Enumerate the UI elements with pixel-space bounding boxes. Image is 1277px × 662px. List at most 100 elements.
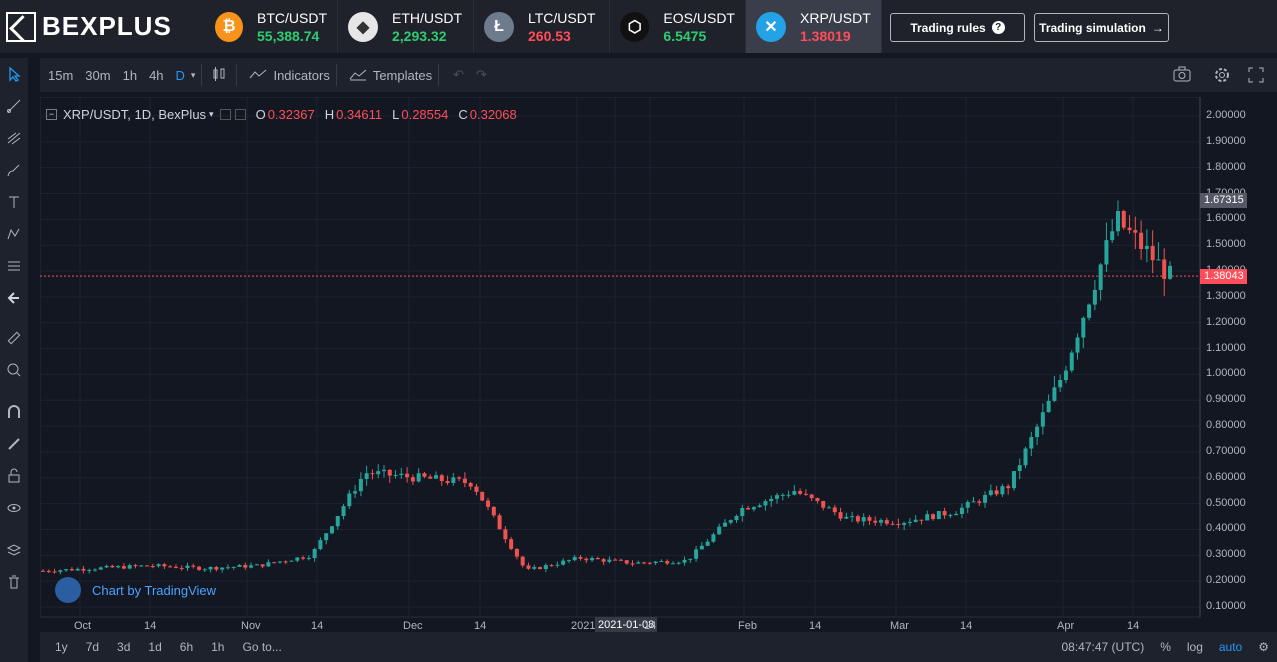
clock-time[interactable]: 08:47:47 (UTC) <box>1061 640 1145 654</box>
range-1h[interactable]: 1h <box>211 640 225 654</box>
redo-icon[interactable]: ↷ <box>475 67 487 82</box>
low-value: 0.28554 <box>401 107 449 122</box>
chevron-down-icon[interactable]: ▾ <box>190 69 196 80</box>
time-axis[interactable]: Oct 14 Nov 14 Dec 14 2021 2021-01-08 14 Feb 14 Mar 1… <box>40 617 1200 637</box>
cursor-icon[interactable] <box>0 58 28 90</box>
time-label: 14 <box>644 620 657 632</box>
ticker-symbol: XRP/USDT <box>800 9 871 26</box>
chevron-down-icon[interactable]: ▾ <box>209 109 214 119</box>
candle-body <box>1023 448 1028 466</box>
candle-body <box>936 511 941 520</box>
candle-body <box>1052 387 1057 401</box>
drawing-toolbar <box>0 58 28 662</box>
ticker-eos[interactable]: ⬡ EOS/USDT 6.5475 <box>610 0 746 53</box>
indicators-button[interactable]: Indicators <box>273 67 330 83</box>
ticker-ltc[interactable]: Ł LTC/USDT 260.53 <box>474 0 610 53</box>
divider <box>438 64 440 86</box>
trash-icon[interactable] <box>0 566 28 598</box>
range-1d[interactable]: 1d <box>148 640 162 654</box>
text-icon[interactable] <box>0 186 28 218</box>
candle-body <box>584 558 589 561</box>
tradingview-badge[interactable]: Chart by TradingView <box>55 577 216 603</box>
price-tag-upper: 1.67315 <box>1200 193 1247 209</box>
eye-icon[interactable] <box>0 492 28 524</box>
candle-body <box>590 558 595 561</box>
candle-body <box>977 501 982 503</box>
candle-body <box>150 566 155 568</box>
fib-icon[interactable] <box>0 122 28 154</box>
candle-body <box>457 477 462 479</box>
percent-toggle[interactable]: % <box>1160 640 1171 654</box>
range-6h[interactable]: 6h <box>179 640 194 654</box>
price-chart[interactable] <box>40 97 1277 637</box>
candle-body <box>1168 265 1172 279</box>
undo-icon[interactable]: ↶ <box>453 67 464 82</box>
gear-icon[interactable]: ⚙ <box>1258 640 1269 654</box>
price-scale[interactable]: 2.000001.900001.800001.700001.600001.500… <box>1200 97 1277 617</box>
range-3d[interactable]: 3d <box>117 640 131 654</box>
ticker-btc[interactable]: ₿ BTC/USDT 55,388.74 <box>205 0 338 53</box>
candle-body <box>393 475 398 477</box>
settings-small-icon[interactable] <box>219 109 231 120</box>
trading-rules-button[interactable]: Trading rules ? <box>890 13 1025 42</box>
candle-body <box>774 495 779 499</box>
range-1y[interactable]: 1y <box>55 640 68 654</box>
timeframe-30m[interactable]: 30m <box>85 67 111 83</box>
candle-body <box>370 473 375 475</box>
bexplus-logo[interactable]: BEXPLUS <box>0 0 205 53</box>
trading-simulation-button[interactable]: Trading simulation → <box>1034 13 1169 42</box>
indicators-icon[interactable] <box>243 68 273 83</box>
timeframe-d[interactable]: D <box>175 67 185 83</box>
timeframe-15m[interactable]: 15m <box>48 67 74 83</box>
back-arrow-icon[interactable] <box>0 282 28 314</box>
templates-button[interactable]: Templates <box>372 67 433 83</box>
candle-body <box>168 566 173 568</box>
candle-body <box>329 526 334 534</box>
candle-body <box>954 513 959 516</box>
prediction-icon[interactable] <box>0 250 28 282</box>
lock-icon[interactable] <box>0 460 28 492</box>
price-label: 0.50000 <box>1206 496 1246 509</box>
candle-body <box>1046 400 1051 413</box>
candle-body <box>289 560 294 562</box>
magnet-icon[interactable] <box>0 396 28 428</box>
candle-body <box>387 469 392 476</box>
candle-body <box>312 549 317 559</box>
range-7d[interactable]: 7d <box>85 640 100 654</box>
brush-icon[interactable] <box>0 154 28 186</box>
ticker-eth[interactable]: ◆ ETH/USDT 2,293.32 <box>338 0 474 53</box>
timeframe-1h[interactable]: 1h <box>122 67 138 83</box>
candle-body <box>867 517 872 521</box>
close-small-icon[interactable] <box>234 109 246 120</box>
trend-line-icon[interactable] <box>0 90 28 122</box>
candle-body <box>237 564 242 567</box>
goto-button[interactable]: Go to... <box>242 640 282 654</box>
settings-icon[interactable] <box>1213 66 1231 87</box>
candle-body <box>1035 426 1040 438</box>
auto-toggle[interactable]: auto <box>1218 640 1243 654</box>
candle-body <box>318 540 323 550</box>
candle-body <box>185 565 190 569</box>
ticker-xrp[interactable]: ✕ XRP/USDT 1.38019 <box>746 0 882 53</box>
zoom-in-icon[interactable] <box>0 354 28 386</box>
candle-body <box>503 529 508 540</box>
symbol-legend[interactable]: XRP/USDT, 1D, BexPlus <box>63 107 207 122</box>
layers-icon[interactable] <box>0 534 28 566</box>
lock-drawing-icon[interactable] <box>0 428 28 460</box>
ruler-icon[interactable] <box>0 322 28 354</box>
candle-body <box>347 493 352 507</box>
litecoin-icon: Ł <box>484 11 514 42</box>
log-toggle[interactable]: log <box>1186 640 1203 654</box>
pattern-icon[interactable] <box>0 218 28 250</box>
candle-body <box>734 515 739 521</box>
candle-body <box>1115 210 1120 232</box>
candle-body <box>254 564 259 566</box>
candle-body <box>1104 240 1109 265</box>
fullscreen-icon[interactable] <box>1247 66 1265 87</box>
timeframe-4h[interactable]: 4h <box>149 67 164 83</box>
candle-body <box>58 570 63 572</box>
templates-icon[interactable] <box>343 67 373 84</box>
collapse-legend-icon[interactable]: − <box>46 109 57 120</box>
candles-icon[interactable] <box>208 66 230 84</box>
camera-icon[interactable] <box>1173 66 1191 85</box>
